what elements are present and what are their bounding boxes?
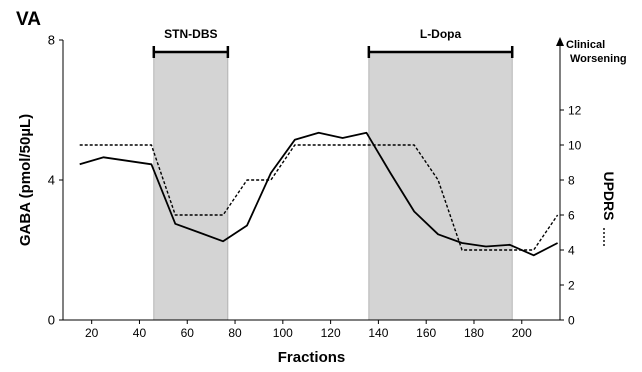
clinical-worsening-label-line-2: Worsening (570, 53, 627, 65)
y-left-tick-label-1: 4 (48, 173, 55, 188)
x-tick-label-5: 120 (321, 326, 341, 340)
x-tick-label-7: 160 (416, 326, 436, 340)
panel-label: VA (16, 9, 41, 30)
x-tick-label-3: 80 (228, 326, 242, 340)
shaded-regions: STN-DBS L-Dopa (152, 27, 514, 321)
y-right-tick-label-1: 2 (568, 279, 575, 293)
x-tick-label-4: 100 (273, 326, 293, 340)
series-layer (79, 131, 559, 257)
series-line-0 (79, 131, 559, 257)
y-left-tick-label-2: 8 (48, 33, 55, 48)
x-tick-label-1: 40 (133, 326, 147, 340)
y-right-tick-label-2: 4 (568, 244, 575, 258)
x-tick-label-8: 180 (464, 326, 484, 340)
series-line-1 (79, 144, 559, 251)
y-right-tick-label-6: 12 (568, 104, 582, 118)
y-axis-label-right: UPDRS (601, 171, 617, 220)
x-tick-label-2: 60 (181, 326, 195, 340)
y-right-tick-label-0: 0 (568, 314, 575, 328)
y-left-tick-label-0: 0 (48, 313, 55, 328)
clinical-worsening-label-line-1: Clinical (566, 39, 605, 51)
y-right-tick-label-5: 10 (568, 139, 582, 153)
x-tick-label-0: 20 (85, 326, 99, 340)
x-axis-label: Fractions (278, 349, 346, 366)
y-axis-label-left: GABA (pmol/50µL) (17, 114, 34, 246)
region-label-0: STN-DBS (164, 27, 217, 41)
clinical-worsening-arrow (556, 37, 564, 46)
x-tick-label-6: 140 (368, 326, 388, 340)
region-label-1: L-Dopa (420, 27, 462, 41)
shaded-region-0 (153, 51, 229, 321)
x-tick-label-9: 200 (512, 326, 532, 340)
y-right-tick-label-3: 6 (568, 209, 575, 223)
y-right-tick-label-4: 8 (568, 174, 575, 188)
labels: VA Fractions GABA (pmol/50µL) UPDRS Clinical… (16, 9, 627, 366)
